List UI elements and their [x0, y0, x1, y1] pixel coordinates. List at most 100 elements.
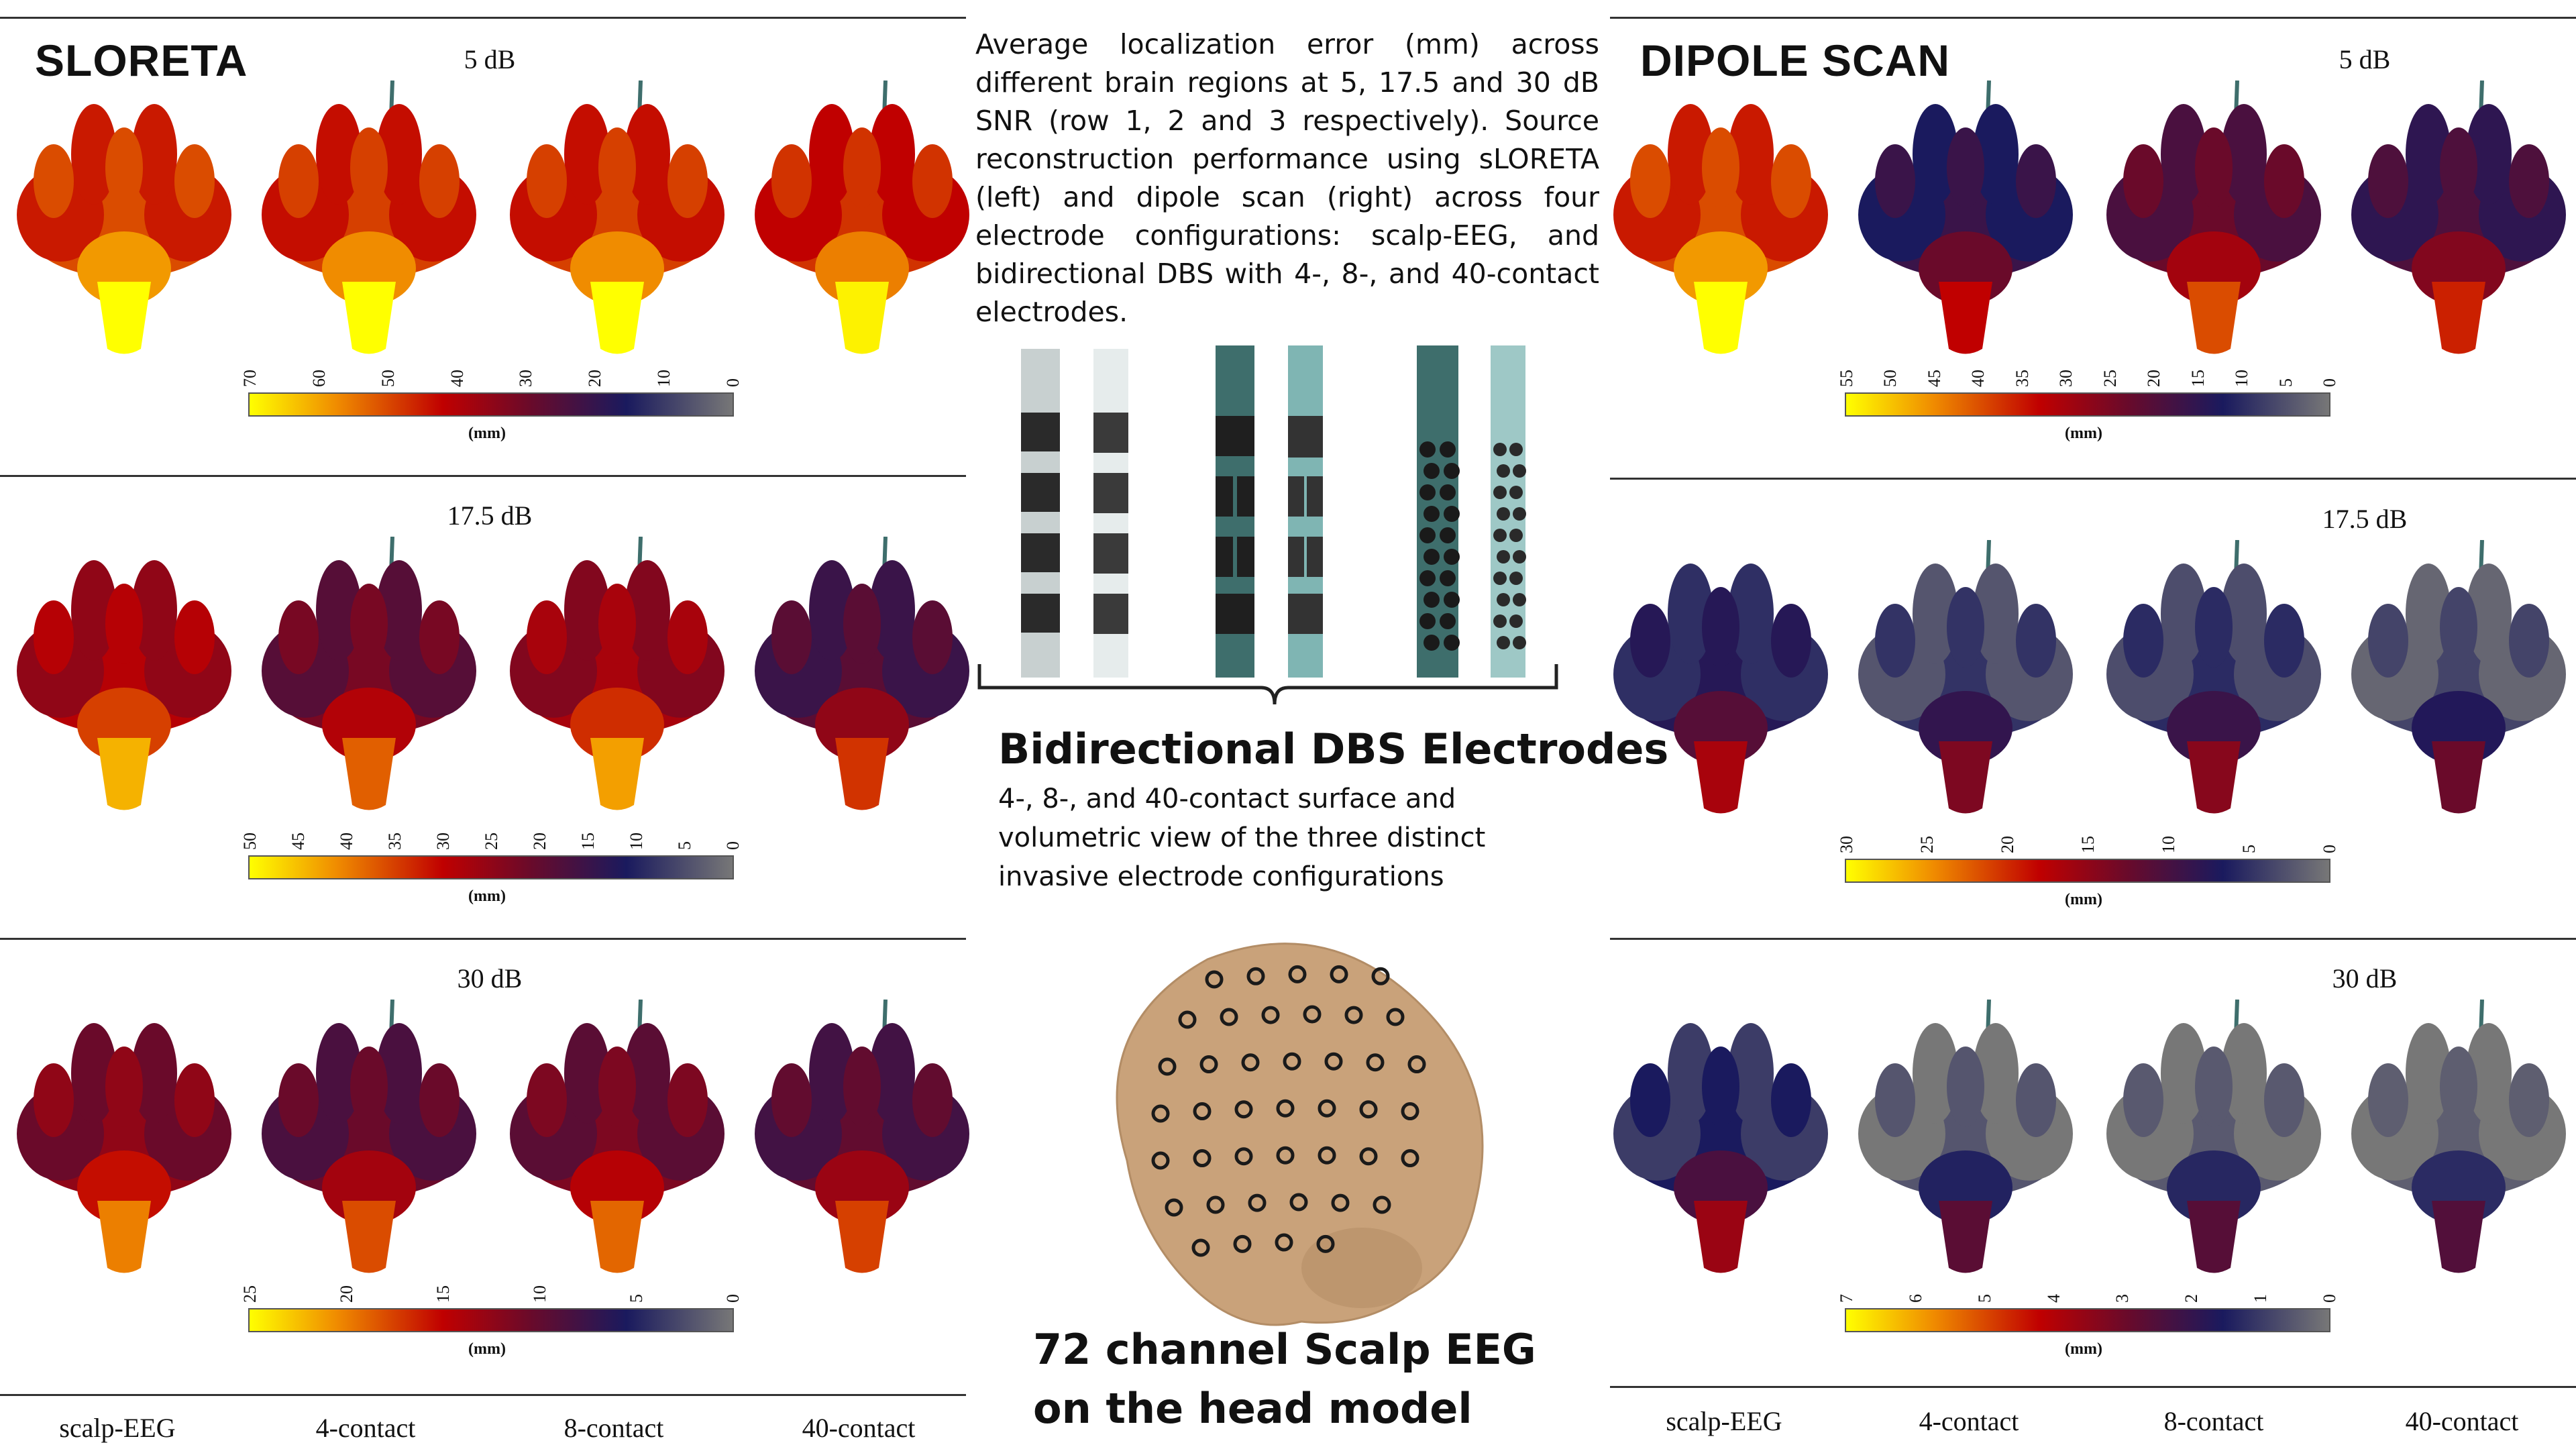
divider — [1610, 478, 2576, 480]
column-label: 8-contact — [2163, 1406, 2264, 1436]
brain-error-map — [1610, 1000, 1831, 1281]
brain-error-map — [506, 80, 728, 362]
brain-error-map — [13, 1000, 235, 1281]
colorbar-tick-label: 0 — [723, 378, 743, 387]
colorbar-tick-label: 45 — [288, 833, 308, 850]
electrode-8-contact-surface — [1216, 345, 1254, 678]
brain-error-map — [1610, 540, 1831, 822]
colorbar-tick-label: 45 — [1924, 370, 1944, 387]
colorbar-unit: (mm) — [2065, 1340, 2102, 1358]
colorbar — [1845, 859, 2330, 883]
snr-label: 30 dB — [457, 963, 523, 994]
brain-error-map — [13, 80, 235, 362]
column-label: scalp-EEG — [1666, 1406, 1782, 1436]
colorbar-tick-label: 0 — [2320, 378, 2339, 387]
colorbar-tick-label: 30 — [1837, 836, 1856, 853]
colorbar-tick-label: 20 — [1998, 836, 2017, 853]
column-label: 8-contact — [564, 1413, 664, 1443]
colorbar-tick-label: 15 — [433, 1285, 453, 1303]
colorbar-tick-label: 35 — [2012, 370, 2032, 387]
brain-error-map — [258, 999, 480, 1281]
column-label: 4-contact — [315, 1413, 416, 1443]
brain-error-map — [1855, 80, 2076, 362]
brain-error-map — [751, 80, 973, 362]
column-label: 4-contact — [1919, 1406, 2019, 1436]
snr-label: 17.5 dB — [447, 500, 533, 531]
dbs-title: Bidirectional DBS Electrodes — [998, 724, 1669, 773]
colorbar-tick-label: 25 — [2100, 370, 2120, 387]
brain-error-map — [2348, 539, 2569, 822]
divider — [0, 938, 966, 940]
dbs-electrodes-illustration — [977, 345, 1558, 705]
brain-error-map — [258, 536, 480, 818]
colorbar-tick-label: 20 — [2144, 370, 2164, 387]
electrode-4-contact-surface — [1021, 349, 1060, 678]
caption-top: Average localization error (mm) across d… — [975, 28, 1599, 328]
brain-error-map — [2348, 999, 2569, 1281]
colorbar-tick-label: 30 — [433, 833, 453, 850]
colorbar-tick-label: 50 — [240, 833, 260, 850]
colorbar-tick-label: 5 — [2239, 845, 2259, 853]
colorbar-tick-label: 20 — [585, 370, 605, 387]
sloreta-title: SLORETA — [35, 36, 248, 85]
snr-label: 5 dB — [464, 44, 516, 74]
colorbar — [248, 392, 734, 417]
colorbar-tick-label: 20 — [337, 1285, 356, 1303]
brain-error-map — [751, 999, 973, 1281]
colorbar-unit: (mm) — [2065, 891, 2102, 908]
colorbar-tick-label: 0 — [723, 1294, 743, 1303]
colorbar-tick-label: 40 — [447, 370, 467, 387]
colorbar-tick-label: 15 — [2078, 836, 2098, 853]
brain-error-map — [506, 999, 728, 1281]
divider — [0, 475, 966, 477]
colorbar-tick-label: 0 — [2320, 1294, 2339, 1303]
brain-error-map — [13, 537, 235, 818]
brain-error-map — [2103, 999, 2324, 1281]
divider — [1610, 17, 2576, 19]
sloreta-panel: SLORETA 5 dB — [0, 0, 969, 1449]
colorbar — [1845, 392, 2330, 417]
colorbar-tick-label: 0 — [723, 841, 743, 850]
colorbar-tick-label: 10 — [2232, 370, 2252, 387]
divider — [1610, 938, 2576, 940]
colorbar-tick-label: 35 — [385, 833, 405, 850]
colorbar-tick-label: 60 — [309, 370, 329, 387]
grouping-brace — [977, 664, 1558, 705]
colorbar — [248, 855, 734, 879]
dipole-panel: DIPOLE SCAN 5 dB — [1610, 0, 2576, 1449]
colorbar-tick-label: 20 — [530, 833, 549, 850]
brain-error-map — [1610, 80, 1831, 362]
snr-label: 5 dB — [2339, 44, 2391, 74]
electrode-40-contact-volumetric — [1491, 345, 1526, 678]
colorbar-unit: (mm) — [468, 425, 506, 442]
divider — [0, 17, 966, 19]
brain-error-map — [506, 536, 728, 818]
colorbar-unit: (mm) — [2065, 425, 2102, 442]
colorbar-tick-label: 40 — [337, 833, 356, 850]
colorbar — [248, 1308, 734, 1332]
electrode-40-contact-surface — [1417, 345, 1460, 678]
colorbar-tick-label: 5 — [1974, 1294, 1994, 1303]
colorbar-tick-label: 5 — [675, 841, 694, 850]
colorbar-tick-label: 7 — [1837, 1294, 1856, 1303]
column-label: scalp-EEG — [59, 1413, 176, 1443]
center-panel: Average localization error (mm) across d… — [966, 0, 1668, 1449]
colorbar-tick-label: 15 — [2188, 370, 2208, 387]
colorbar-tick-label: 40 — [1968, 370, 1988, 387]
colorbar-unit: (mm) — [468, 888, 506, 905]
colorbar-tick-label: 30 — [516, 370, 536, 387]
colorbar-tick-label: 55 — [1837, 370, 1856, 387]
colorbar-tick-label: 30 — [2056, 370, 2076, 387]
colorbar-tick-label: 6 — [1905, 1294, 1925, 1303]
snr-label: 30 dB — [2332, 963, 2398, 994]
electrode-4-contact-volumetric — [1093, 349, 1128, 678]
colorbar-tick-label: 10 — [2159, 836, 2178, 853]
snr-label: 17.5 dB — [2322, 504, 2408, 534]
brain-error-map — [2103, 80, 2324, 362]
dbs-caption: 4-, 8-, and 40-contact surface and volum… — [998, 784, 1486, 892]
colorbar-tick-label: 5 — [627, 1294, 646, 1303]
colorbar-tick-label: 25 — [1917, 836, 1937, 853]
colorbar-tick-label: 15 — [578, 833, 598, 850]
colorbar-tick-label: 50 — [378, 370, 398, 387]
colorbar-tick-label: 1 — [2251, 1294, 2271, 1303]
